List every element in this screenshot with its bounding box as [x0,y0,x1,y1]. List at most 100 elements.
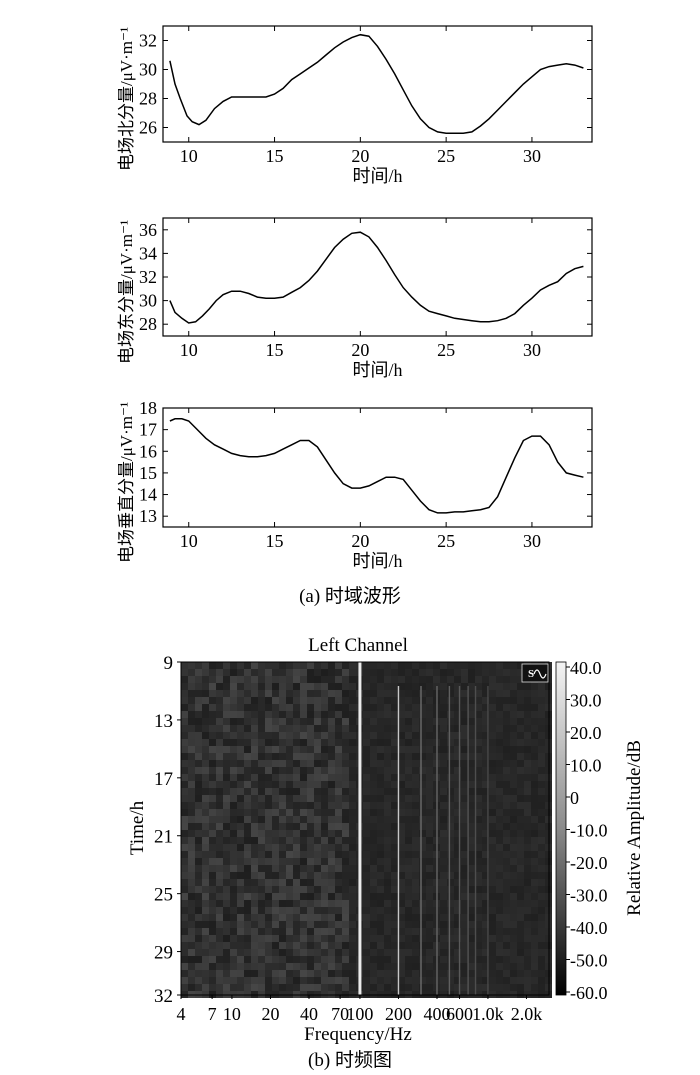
spectrogram-cell [314,970,321,977]
spectrogram-cell [447,711,454,718]
spectrogram-cell [538,984,545,991]
spectrogram-cell [461,704,468,711]
spectrogram-cell [461,949,468,956]
spectrogram-cell [202,886,209,893]
spectrogram-cell [216,823,223,830]
spectrogram-cell [482,725,489,732]
spectrogram-cell [398,816,405,823]
spectrogram-cell [314,907,321,914]
spectrogram-cell [405,676,412,683]
x-tick-label: 100 [346,1004,373,1024]
spectrogram-cell [209,893,216,900]
spectrogram-cell [328,732,335,739]
spectrogram-cell [244,963,251,970]
spectrogram-cell [461,865,468,872]
spectrogram-cell [195,949,202,956]
spectrogram-cell [181,718,188,725]
spectrogram-cell [237,746,244,753]
spectrogram-cell [447,746,454,753]
spectrogram-cell [517,669,524,676]
spectrogram-cell [468,732,475,739]
spectrogram-cell [328,676,335,683]
spectrogram-cell [377,928,384,935]
spectrogram-cell [496,676,503,683]
spectrogram-cell [377,704,384,711]
spectrogram-cell [405,858,412,865]
spectrogram-cell [181,900,188,907]
spectrogram-cell [370,935,377,942]
spectrogram-cell [251,844,258,851]
spectrogram-cell [195,753,202,760]
spectrogram-cell [300,704,307,711]
spectrogram-cell [475,893,482,900]
spectrogram-cell [363,928,370,935]
spectrogram-cell [370,788,377,795]
spectrogram-cell [307,676,314,683]
x-tick-label: 30 [523,531,541,551]
spectrogram-cell [377,788,384,795]
spectrogram-cell [503,879,510,886]
spectrogram-cell [538,872,545,879]
spectrogram-cell [503,795,510,802]
spectrogram-cell [202,844,209,851]
spectrogram-cell [510,795,517,802]
spectrogram-cell [482,809,489,816]
spectrogram-cell [447,767,454,774]
spectrogram-cell [230,725,237,732]
spectrogram-cell [223,753,230,760]
spectrogram-cell [384,774,391,781]
spectrogram-cell [209,809,216,816]
spectrogram-cell [279,725,286,732]
spectrogram-cell [279,683,286,690]
spectrogram-cell [538,753,545,760]
spectrogram-cell [279,970,286,977]
spectrogram-cell [475,949,482,956]
series-line-vertical [169,418,584,514]
spectrogram-cell [265,914,272,921]
y-tick-label: 13 [154,711,173,732]
spectrogram-cell [531,725,538,732]
spectrogram-cell [279,830,286,837]
spectrogram-cell [482,879,489,886]
spectrogram-cell [209,921,216,928]
spectrogram-cell [251,732,258,739]
spectrogram-cell [272,746,279,753]
spectrogram-cell [384,942,391,949]
spectrogram-cell [384,830,391,837]
spectrogram-cell [426,795,433,802]
spectrogram-cell [265,802,272,809]
spectrogram-cell [405,711,412,718]
series-line-north [169,33,584,135]
spectrogram-cell [300,984,307,991]
spectrogram-cell [454,816,461,823]
spectrogram-cell [524,837,531,844]
spectrogram-cell [335,781,342,788]
spectrogram-cell [314,683,321,690]
spectrogram-cell [195,879,202,886]
spectrogram-cell [419,683,426,690]
spectrogram-cell [202,781,209,788]
spectrogram-cell [181,788,188,795]
spectrogram-cell [531,865,538,872]
spectrogram-cell [251,711,258,718]
y-tick-label: 29 [154,943,173,964]
spectrogram-cell [216,963,223,970]
spectrogram-cell [251,704,258,711]
spectrogram-cell [496,662,503,669]
spectrogram-cell [391,837,398,844]
spectrogram-cell [377,823,384,830]
spectrogram-cell [314,690,321,697]
spectrogram-cell [524,907,531,914]
spectrogram-cell [468,830,475,837]
spectrogram-cell [482,851,489,858]
x-axis-label: 时间/h [352,360,402,380]
spectrogram-cell [237,949,244,956]
spectrogram-cell [216,858,223,865]
spectrogram-cell [286,767,293,774]
spectrogram-cell [517,879,524,886]
spectrogram-cell [454,928,461,935]
spectrogram-cell [510,921,517,928]
spectrogram-cell [440,669,447,676]
spectrogram-cell [440,739,447,746]
spectrogram-cell [489,900,496,907]
